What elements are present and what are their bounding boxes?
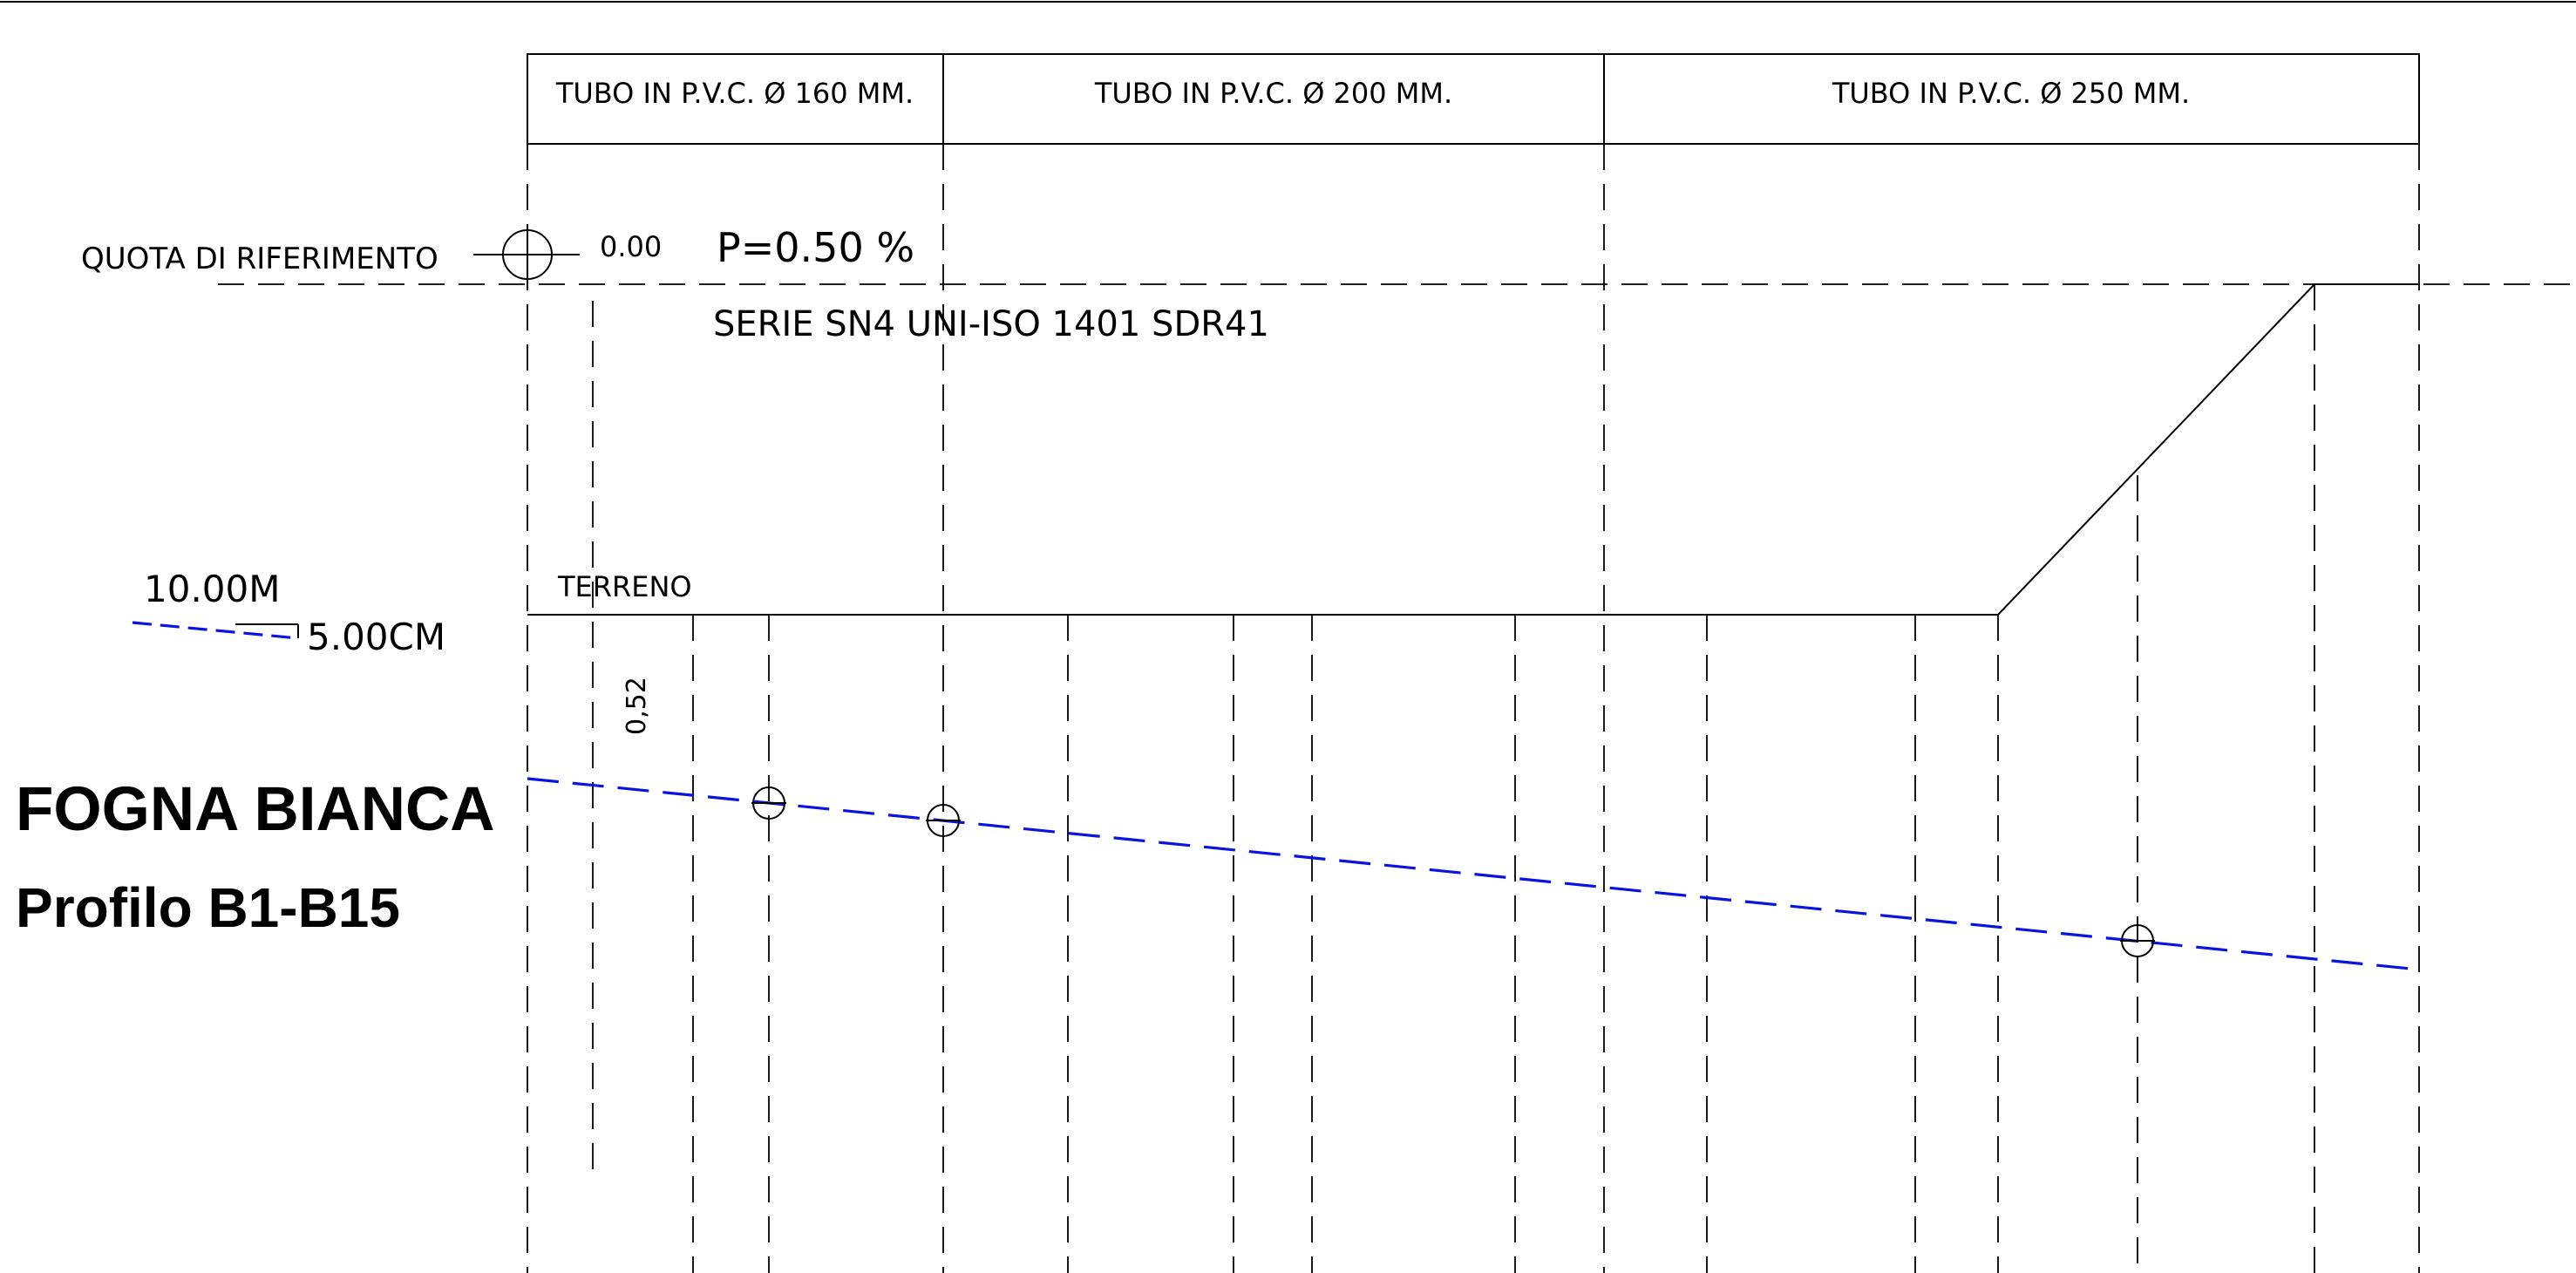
section-lines — [527, 144, 2420, 1273]
pipe-header-table: TUBO IN P.V.C. Ø 160 MM. TUBO IN P.V.C. … — [527, 53, 2420, 145]
header-cell-160: TUBO IN P.V.C. Ø 160 MM. — [555, 77, 914, 110]
station-lines — [692, 615, 1999, 1273]
series-label: SERIE SN4 UNI-ISO 1401 SDR41 — [713, 304, 1269, 344]
scale-horizontal: 10.00M — [144, 568, 280, 610]
reference-label: QUOTA DI RIFERIMENTO — [81, 242, 438, 276]
header-frame — [527, 53, 2420, 145]
terrain-line — [527, 283, 2419, 616]
slope-label: P=0.50 % — [717, 224, 914, 271]
reference-value: 0.00 — [600, 230, 662, 263]
manhole-markers — [751, 786, 2155, 957]
scale-legend: 10.00M 5.00CM — [132, 568, 445, 658]
reference-marker: QUOTA DI RIFERIMENTO 0.00 — [81, 225, 662, 284]
header-cell-200: TUBO IN P.V.C. Ø 200 MM. — [1094, 77, 1452, 110]
depth-label: 0,52 — [622, 677, 652, 735]
drawing-subtitle: Profilo B1-B15 — [16, 876, 400, 939]
scale-vertical: 5.00CM — [307, 616, 445, 658]
header-cell-250: TUBO IN P.V.C. Ø 250 MM. — [1832, 77, 2190, 110]
drawing-title: FOGNA BIANCA — [16, 775, 495, 844]
terrain-label: TERRENO — [557, 570, 692, 603]
